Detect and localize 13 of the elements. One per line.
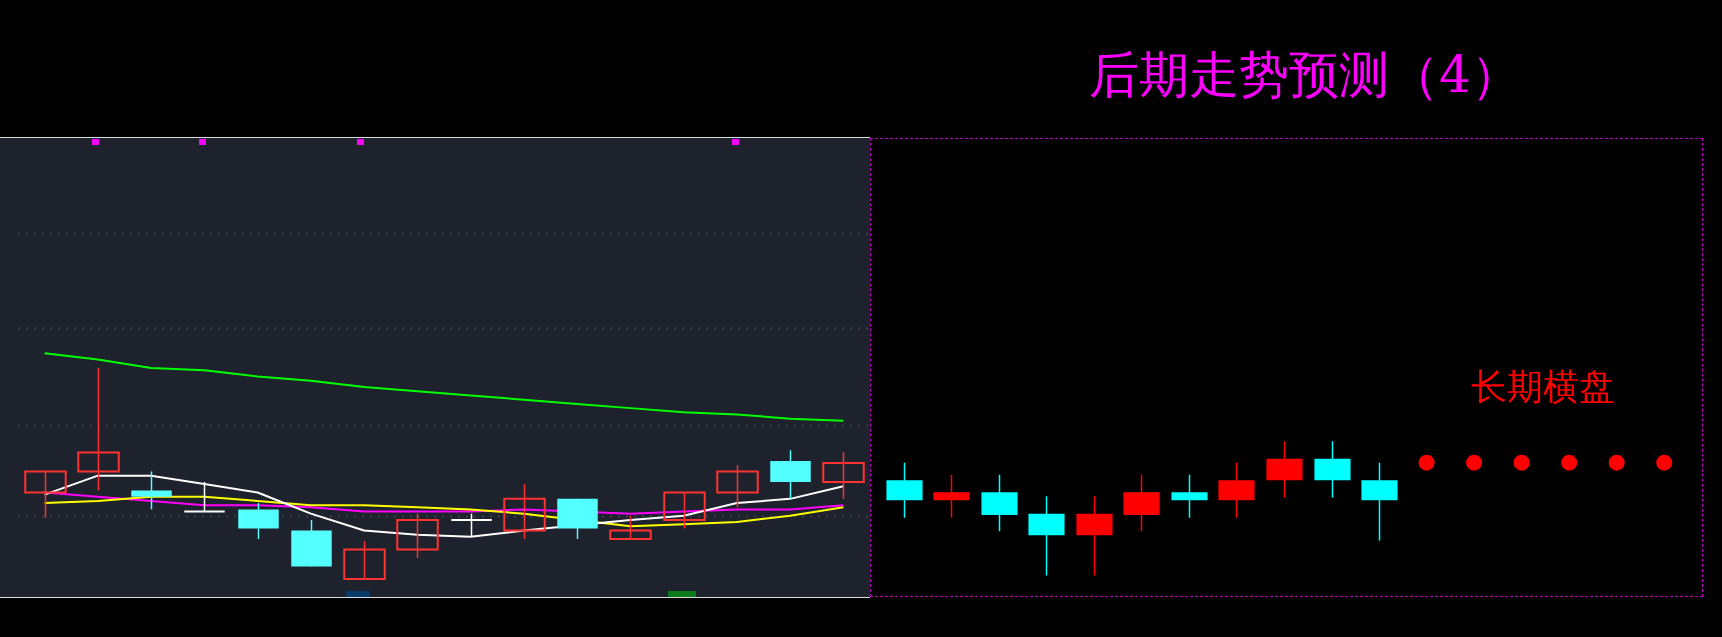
candlestick bbox=[343, 540, 386, 581]
candlestick bbox=[822, 451, 865, 500]
candlestick bbox=[396, 512, 439, 559]
candlestick bbox=[663, 491, 706, 530]
candlestick bbox=[503, 483, 546, 540]
candlestick bbox=[183, 481, 226, 513]
text: 长期横盘 bbox=[1471, 364, 1615, 409]
candlestick bbox=[24, 470, 67, 519]
candlestick bbox=[609, 515, 652, 540]
candlestick bbox=[131, 470, 172, 511]
candlestick bbox=[716, 464, 759, 509]
chart-title: 后期走势预测（4） bbox=[1089, 44, 1521, 106]
candlestick bbox=[77, 367, 120, 492]
